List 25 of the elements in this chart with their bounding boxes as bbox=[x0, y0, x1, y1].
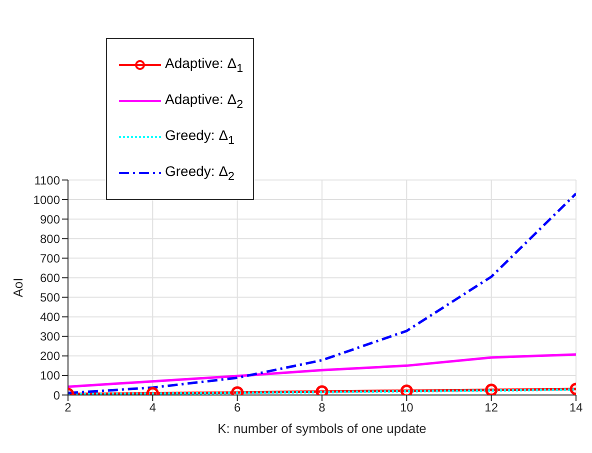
legend-label: Adaptive: Δ$_{2}$ bbox=[165, 91, 244, 111]
legend-label: Greedy: Δ$_{1}$ bbox=[165, 127, 235, 147]
y-tick-label: 400 bbox=[40, 310, 60, 324]
y-tick-label: 300 bbox=[40, 330, 60, 344]
y-tick-label: 800 bbox=[40, 232, 60, 246]
y-tick-label: 200 bbox=[40, 349, 60, 364]
y-axis-title: AoI bbox=[10, 278, 26, 298]
y-tick-label: 700 bbox=[40, 251, 60, 266]
y-tick-label: 500 bbox=[40, 290, 60, 305]
legend-label: Adaptive: Δ$_{1}$ bbox=[165, 55, 244, 75]
y-tick-label: 100 bbox=[40, 368, 60, 383]
y-tick-label: 900 bbox=[40, 212, 60, 226]
y-tick-label: 1100 bbox=[34, 173, 60, 188]
y-tick-label: 600 bbox=[40, 270, 60, 285]
legend-label: Greedy: Δ$_{2}$ bbox=[165, 163, 235, 183]
x-axis-title: K: number of symbols of one update bbox=[218, 421, 426, 436]
y-tick-label: 1000 bbox=[33, 192, 60, 207]
x-tick-label: 10 bbox=[400, 400, 414, 415]
x-tick-label: 6 bbox=[234, 400, 241, 415]
x-tick-label: 12 bbox=[484, 400, 498, 415]
y-tick-label: 0 bbox=[53, 388, 60, 402]
x-tick-label: 8 bbox=[318, 400, 326, 415]
x-tick-label: 4 bbox=[149, 400, 156, 415]
x-tick-label: 2 bbox=[64, 400, 72, 415]
x-tick-label: 14 bbox=[569, 400, 583, 415]
